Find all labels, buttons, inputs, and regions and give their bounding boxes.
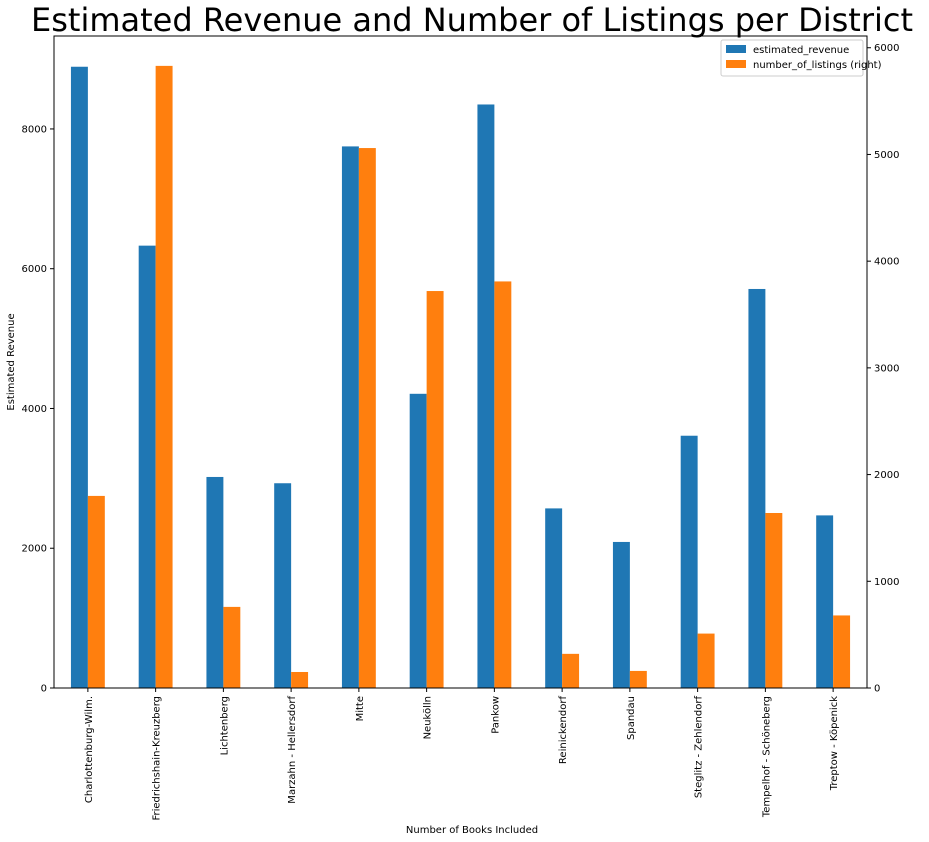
y-tick-label: 4000 — [22, 404, 47, 415]
bar-estimated-revenue-11 — [816, 515, 834, 688]
bar-number-of-listings-right--10 — [765, 513, 783, 688]
bar-number-of-listings-right--4 — [358, 148, 376, 689]
bar-estimated-revenue-4 — [341, 146, 359, 688]
legend-box — [720, 39, 864, 77]
x-tick-label: Tempelhof - Schöneberg — [761, 696, 772, 818]
y-right-tick-label: 4000 — [874, 257, 899, 268]
bar-estimated-revenue-1 — [138, 245, 156, 688]
bar-number-of-listings-right--3 — [291, 671, 309, 688]
x-tick-label: Reinickendorf — [558, 696, 569, 765]
bar-number-of-listings-right--5 — [426, 291, 444, 688]
legend-swatch — [726, 60, 746, 68]
y-right-tick-label: 2000 — [874, 470, 899, 481]
bar-estimated-revenue-8 — [612, 541, 630, 688]
y-right-tick-label: 0 — [874, 684, 880, 695]
bars-layer — [70, 65, 851, 689]
y-tick-label: 0 — [41, 684, 47, 695]
x-tick-label: Spandau — [626, 696, 637, 740]
bar-number-of-listings-right--2 — [223, 606, 241, 688]
bar-estimated-revenue-2 — [206, 476, 224, 688]
x-tick-label: Friedrichshain-Kreuzberg — [152, 696, 163, 821]
x-tick-label: Steglitz - Zehlendorf — [694, 696, 705, 799]
x-tick-label: Pankow — [490, 696, 501, 734]
plot-frame — [53, 35, 868, 689]
bar-estimated-revenue-5 — [409, 393, 427, 688]
y-right-tick-label: 5000 — [874, 150, 899, 161]
axes-layer: Charlottenburg-Wilm. Friedrichshain-Kreuz… — [22, 35, 899, 821]
y-tick-label: 8000 — [22, 124, 47, 135]
x-tick-label: Marzahn - Hellersdorf — [287, 696, 298, 804]
legend: estimated_revenue number_of_listings (rig… — [720, 39, 882, 77]
bar-number-of-listings-right--0 — [87, 495, 105, 688]
y-right-tick-label: 1000 — [874, 577, 899, 588]
bar-number-of-listings-right--9 — [697, 633, 715, 688]
legend-label: estimated_revenue — [753, 45, 849, 56]
bar-estimated-revenue-10 — [748, 288, 766, 688]
legend-label: number_of_listings (right) — [753, 60, 882, 71]
x-tick-label: Neukölln — [423, 696, 434, 739]
x-tick-label: Lichtenberg — [219, 696, 230, 755]
x-tick-label: Treptow - Köpenick — [829, 696, 840, 792]
bar-number-of-listings-right--7 — [562, 653, 580, 688]
x-axis-label: Number of Books Included — [406, 825, 538, 836]
bar-number-of-listings-right--6 — [494, 281, 512, 688]
y-right-tick-label: 3000 — [874, 363, 899, 374]
bar-estimated-revenue-3 — [274, 483, 292, 688]
y-right-tick-label: 6000 — [874, 43, 899, 54]
bar-number-of-listings-right--1 — [155, 65, 173, 688]
bar-estimated-revenue-7 — [545, 508, 563, 688]
bar-estimated-revenue-6 — [477, 104, 495, 689]
bar-estimated-revenue-0 — [70, 66, 88, 688]
bar-estimated-revenue-9 — [680, 435, 698, 688]
chart-title: Estimated Revenue and Number of Listings… — [31, 1, 913, 39]
legend-swatch — [726, 45, 746, 53]
bar-number-of-listings-right--11 — [833, 615, 851, 688]
y-tick-label: 2000 — [22, 544, 47, 555]
x-tick-label: Mitte — [355, 696, 366, 721]
x-tick-label: Charlottenburg-Wilm. — [84, 696, 95, 803]
bar-number-of-listings-right--8 — [629, 670, 647, 688]
y-tick-label: 6000 — [22, 264, 47, 275]
y-axis-label: Estimated Revenue — [6, 313, 17, 410]
